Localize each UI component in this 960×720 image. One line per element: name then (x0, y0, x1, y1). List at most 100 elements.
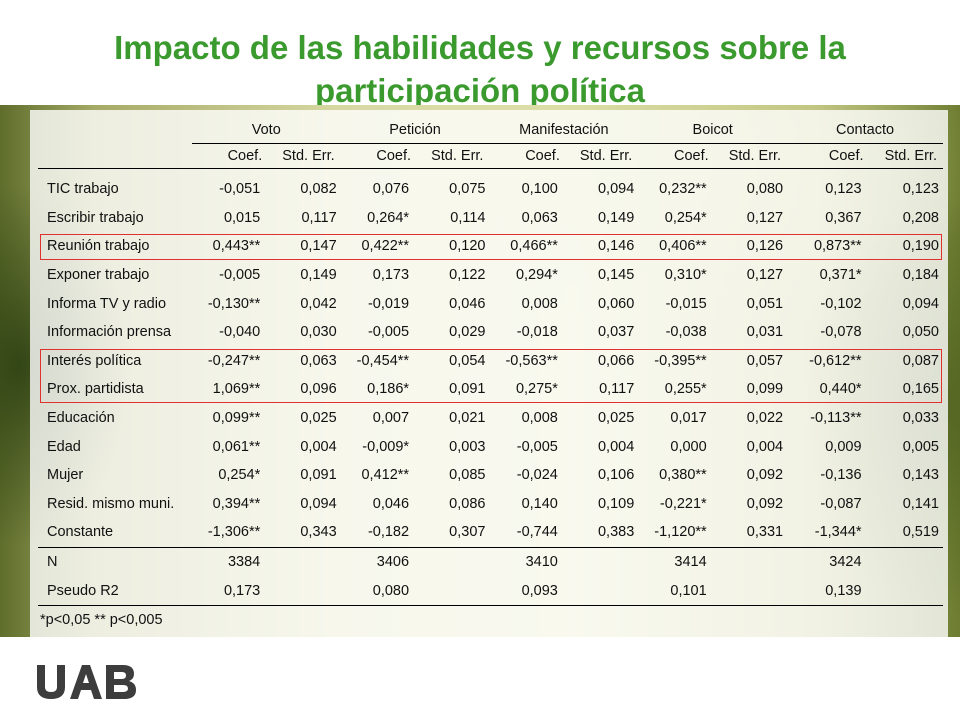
coef-cell: 0,007 (372, 410, 410, 427)
column-header: Std. Err. (415, 143, 490, 169)
stderr-cell (563, 576, 639, 606)
group-header: Manifestación (489, 117, 639, 144)
corner-cell (38, 143, 192, 169)
coef-cell: -0,078 (820, 324, 862, 341)
stderr-cell: 0,031 (746, 324, 784, 341)
row-label: Resid. mismo muni. (47, 495, 175, 512)
stderr-cell (415, 576, 490, 606)
coef-cell: 0,008 (521, 410, 558, 427)
stderr-cell: 0,126 (746, 238, 784, 255)
coef-cell: -0,019 (367, 295, 410, 312)
coef-cell: -0,221* (659, 495, 707, 512)
stderr-cell: 0,054 (449, 352, 486, 369)
stderr-cell: 0,149 (300, 267, 337, 284)
coef-cell: -1,344* (814, 524, 862, 541)
table-row: Edad 0,061** 0,004 -0,009* 0,003 -0,005 0,004 0… (38, 432, 943, 461)
stderr-cell: 0,307 (449, 524, 486, 541)
stderr-cell: 0,025 (300, 410, 337, 427)
coef-cell: 3424 (787, 546, 868, 577)
coef-cell: 0,255* (664, 381, 707, 398)
group-header-row: Voto Petición Manifestación Boicot Conta… (38, 117, 943, 144)
row-label: Pseudo R2 (38, 576, 192, 606)
stderr-cell: 0,046 (449, 295, 486, 312)
row-label: N (38, 546, 192, 577)
stderr-cell: 0,004 (597, 438, 635, 455)
row-label: Escribir trabajo (47, 209, 144, 226)
group-header: Boicot (638, 117, 788, 144)
coef-cell: 0,186* (367, 381, 410, 398)
coef-cell: -0,136 (820, 467, 862, 484)
stderr-cell: 0,190 (902, 238, 939, 255)
column-header: Coef. (787, 143, 868, 169)
stderr-cell: 0,147 (300, 238, 337, 255)
row-label: Información prensa (47, 324, 172, 341)
stderr-cell: 0,117 (301, 209, 337, 226)
coef-cell: 0,015 (223, 209, 261, 226)
coef-cell: 0,080 (340, 576, 416, 606)
corner-cell (38, 117, 192, 144)
stderr-cell (712, 546, 788, 577)
coef-cell: 0,466** (510, 238, 558, 255)
stderr-cell: 0,004 (746, 438, 784, 455)
coef-cell: 0,254* (218, 467, 261, 484)
coef-cell: 0,310* (664, 267, 707, 284)
stderr-cell: 0,146 (597, 238, 635, 255)
stderr-cell: 0,042 (300, 295, 337, 312)
coef-cell: 0,394** (212, 495, 261, 512)
stderr-cell: 0,003 (449, 438, 486, 455)
coef-cell: 3410 (489, 546, 564, 577)
row-label: Constante (47, 524, 114, 541)
column-header: Std. Err. (867, 143, 943, 169)
subheader-row: Coef. Std. Err. Coef. Std. Err. Coef. St… (38, 143, 943, 169)
stderr-cell: 0,096 (300, 381, 337, 398)
group-header: Voto (191, 117, 341, 144)
slide-title-line-2: participación política (314, 72, 646, 109)
table-row: TIC trabajo -0,051 0,082 0,076 0,075 0,100 0,0… (38, 175, 943, 204)
stderr-cell: 0,127 (746, 209, 784, 226)
row-label: Educación (47, 410, 115, 427)
coef-cell: 0,173 (191, 576, 267, 606)
coef-cell: 0,093 (489, 576, 564, 606)
stderr-cell: 0,066 (597, 352, 635, 369)
stderr-cell: 0,037 (597, 324, 635, 341)
slide-title: Impacto de las habilidades y recursos so… (0, 26, 960, 112)
stderr-cell: 0,127 (746, 267, 784, 284)
stderr-cell: 0,141 (902, 495, 939, 512)
stderr-cell: 0,099 (746, 381, 784, 398)
stderr-cell: 0,092 (746, 495, 784, 512)
coef-cell: 0,046 (372, 495, 410, 512)
stderr-cell: 0,075 (449, 181, 486, 198)
coef-cell: 0,076 (372, 181, 410, 198)
table-row: Información prensa -0,040 0,030 -0,005 0,029… (38, 318, 943, 347)
stderr-cell: 0,033 (902, 410, 939, 427)
regression-table: Voto Petición Manifestación Boicot Conta… (38, 117, 943, 606)
stderr-cell: 0,094 (300, 495, 337, 512)
stderr-cell: 0,051 (746, 295, 784, 312)
coef-cell: 0,440* (819, 381, 862, 398)
coef-cell: -0,018 (516, 324, 558, 341)
coef-cell: -0,087 (820, 495, 862, 512)
row-label: Interés política (47, 352, 142, 369)
coef-cell: -0,005 (367, 324, 410, 341)
stderr-cell: 0,091 (449, 381, 486, 398)
stderr-cell: 0,030 (300, 324, 337, 341)
coef-cell: -0,182 (367, 524, 410, 541)
coef-cell: 0,140 (521, 495, 558, 512)
column-header: Coef. (638, 143, 713, 169)
stderr-cell: 0,143 (902, 467, 939, 484)
coef-cell: -0,024 (516, 467, 558, 484)
coef-cell: -0,563** (505, 352, 558, 369)
stderr-cell (712, 576, 788, 606)
column-header: Coef. (489, 143, 564, 169)
stderr-cell: 0,343 (300, 524, 337, 541)
uab-logo (37, 665, 136, 699)
coef-cell: 0,371* (819, 267, 862, 284)
stderr-cell: 0,094 (597, 181, 635, 198)
column-header: Coef. (340, 143, 416, 169)
stderr-cell: 0,050 (902, 324, 939, 341)
coef-cell: -0,015 (665, 295, 707, 312)
coef-cell: 0,063 (521, 209, 558, 226)
stderr-cell: 0,004 (300, 438, 337, 455)
stderr-cell: 0,080 (746, 181, 784, 198)
coef-cell: 0,412** (361, 467, 410, 484)
